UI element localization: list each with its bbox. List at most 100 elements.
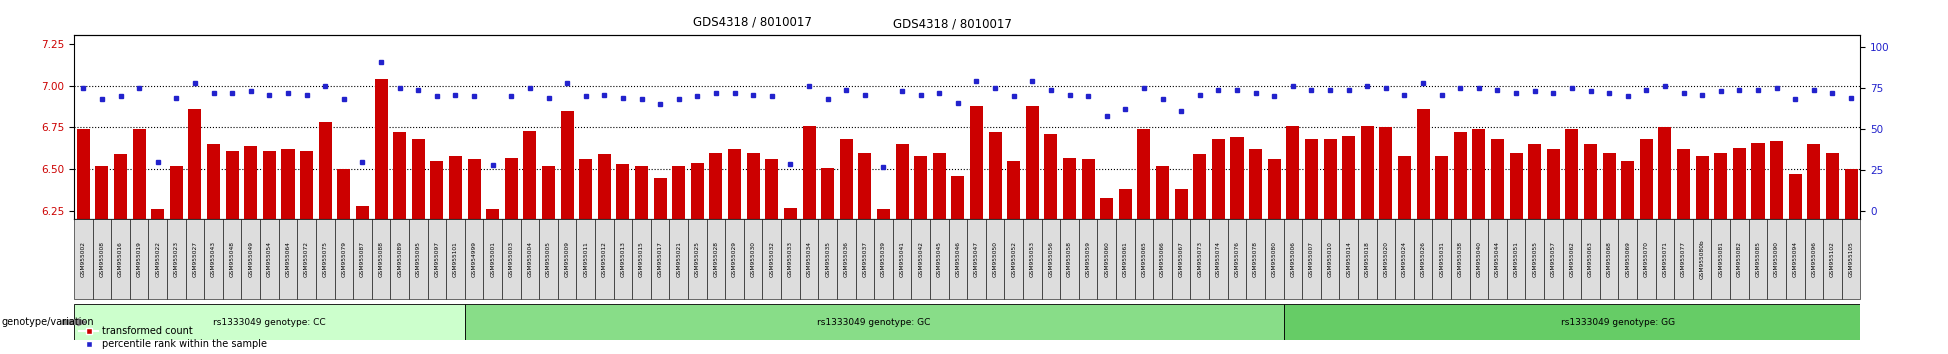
Text: GSM955031: GSM955031 bbox=[1440, 241, 1443, 277]
Text: GSM955075: GSM955075 bbox=[323, 241, 327, 277]
Bar bbox=[1730, 219, 1749, 299]
Text: GSM955085: GSM955085 bbox=[1755, 241, 1761, 277]
Bar bbox=[1118, 189, 1132, 219]
Bar bbox=[131, 219, 148, 299]
Text: GSM955055: GSM955055 bbox=[1533, 241, 1537, 277]
Text: GSM955068: GSM955068 bbox=[1607, 241, 1611, 277]
Bar bbox=[1547, 149, 1560, 219]
Bar bbox=[801, 219, 818, 299]
Bar bbox=[1749, 219, 1767, 299]
Bar bbox=[1545, 219, 1562, 299]
Bar bbox=[148, 219, 168, 299]
Bar bbox=[505, 158, 518, 219]
Text: GSM955007: GSM955007 bbox=[1309, 241, 1313, 277]
Bar bbox=[1044, 134, 1058, 219]
Text: GSM955032: GSM955032 bbox=[769, 241, 773, 277]
Bar bbox=[951, 176, 964, 219]
Text: GSM955051: GSM955051 bbox=[1514, 241, 1519, 277]
Text: GSM955054: GSM955054 bbox=[267, 241, 273, 277]
Text: GSM955080: GSM955080 bbox=[1272, 241, 1276, 277]
Bar bbox=[244, 146, 257, 219]
Bar bbox=[1636, 219, 1656, 299]
Text: GSM955027: GSM955027 bbox=[193, 241, 197, 277]
Bar bbox=[168, 219, 185, 299]
Text: GSM955017: GSM955017 bbox=[658, 241, 662, 277]
Bar bbox=[655, 178, 666, 219]
Bar bbox=[840, 139, 853, 219]
Bar bbox=[1714, 153, 1728, 219]
Text: rs1333049 genotype: GC: rs1333049 genotype: GC bbox=[818, 318, 931, 327]
Text: GSM955024: GSM955024 bbox=[1403, 241, 1406, 277]
Bar bbox=[1155, 166, 1169, 219]
Bar bbox=[1153, 219, 1173, 299]
Text: GSM955065: GSM955065 bbox=[1142, 241, 1147, 277]
Bar bbox=[1414, 219, 1432, 299]
Bar bbox=[1023, 219, 1042, 299]
Text: GSM955059: GSM955059 bbox=[1085, 241, 1091, 277]
Bar bbox=[970, 106, 984, 219]
Bar bbox=[1212, 139, 1225, 219]
Text: GSM955026: GSM955026 bbox=[1420, 241, 1426, 277]
Bar bbox=[892, 219, 912, 299]
Bar bbox=[875, 219, 892, 299]
Bar bbox=[1042, 219, 1060, 299]
Bar bbox=[1599, 219, 1619, 299]
Text: GSM955036: GSM955036 bbox=[843, 241, 849, 277]
Bar bbox=[1771, 141, 1782, 219]
Bar bbox=[152, 210, 164, 219]
Text: GSM955058: GSM955058 bbox=[1068, 241, 1071, 277]
Bar bbox=[1527, 144, 1541, 219]
Text: GSM955079: GSM955079 bbox=[341, 241, 347, 277]
Text: GSM955090: GSM955090 bbox=[1775, 241, 1779, 277]
Bar bbox=[1101, 198, 1112, 219]
Bar bbox=[503, 219, 520, 299]
Bar bbox=[132, 129, 146, 219]
Text: GSM954999: GSM954999 bbox=[471, 241, 477, 277]
Bar bbox=[520, 219, 540, 299]
Bar bbox=[1190, 219, 1210, 299]
Bar bbox=[1490, 139, 1504, 219]
Bar bbox=[1134, 219, 1153, 299]
Bar bbox=[1804, 219, 1823, 299]
Bar bbox=[1436, 156, 1447, 219]
Text: GSM955061: GSM955061 bbox=[1122, 241, 1128, 277]
Bar bbox=[707, 219, 725, 299]
Bar bbox=[1284, 219, 1301, 299]
Bar bbox=[1525, 219, 1545, 299]
Bar bbox=[226, 151, 240, 219]
Bar bbox=[111, 219, 131, 299]
Text: GSM955030: GSM955030 bbox=[750, 241, 756, 277]
Bar bbox=[577, 219, 594, 299]
Text: GSM955095: GSM955095 bbox=[415, 241, 421, 277]
Bar bbox=[818, 219, 838, 299]
Bar bbox=[261, 219, 279, 299]
Text: GSM955048: GSM955048 bbox=[230, 241, 234, 277]
Bar bbox=[896, 144, 908, 219]
Text: GSM955037: GSM955037 bbox=[863, 241, 867, 277]
Text: GSM955067: GSM955067 bbox=[1179, 241, 1184, 277]
Bar bbox=[1823, 219, 1841, 299]
Bar bbox=[1210, 219, 1227, 299]
Bar bbox=[1677, 149, 1691, 219]
Bar bbox=[1064, 158, 1075, 219]
Bar bbox=[949, 219, 966, 299]
Bar bbox=[242, 219, 261, 299]
Bar bbox=[1788, 174, 1802, 219]
Bar bbox=[95, 166, 109, 219]
Bar bbox=[594, 219, 614, 299]
Text: GSM955105: GSM955105 bbox=[1849, 241, 1854, 277]
Bar bbox=[1395, 219, 1414, 299]
Text: rs1333049 genotype: GG: rs1333049 genotype: GG bbox=[1562, 318, 1675, 327]
Bar bbox=[1175, 189, 1188, 219]
Bar bbox=[1473, 129, 1486, 219]
Bar bbox=[877, 210, 890, 219]
Text: GSM955074: GSM955074 bbox=[1216, 241, 1221, 277]
Bar bbox=[300, 151, 314, 219]
Bar bbox=[1027, 106, 1038, 219]
Bar bbox=[279, 219, 298, 299]
Bar bbox=[390, 219, 409, 299]
Bar bbox=[409, 219, 427, 299]
Bar bbox=[1286, 126, 1299, 219]
Text: GSM955009: GSM955009 bbox=[565, 241, 569, 277]
Text: GSM955035: GSM955035 bbox=[826, 241, 830, 277]
